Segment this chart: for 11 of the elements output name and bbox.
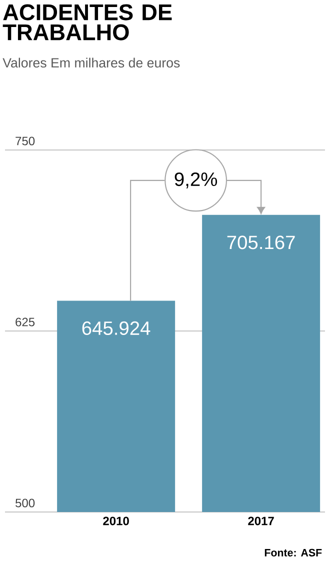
chart-subtitle: Valores Em milhares de euros — [2, 58, 180, 68]
y-tick-label: 500 — [16, 498, 35, 508]
source-note: Fonte: ASF — [264, 548, 322, 556]
chart-title: ACIDENTES DE TRABALHO — [2, 4, 172, 40]
y-tick-label: 750 — [16, 136, 35, 146]
x-tick-label: 2017 — [248, 516, 274, 526]
data-label: 705.167 — [227, 236, 295, 250]
y-tick-label: 625 — [16, 318, 35, 326]
x-tick-label: 2010 — [103, 516, 129, 526]
annotation: 9,2% — [174, 172, 218, 188]
data-label: 645.924 — [82, 321, 150, 336]
